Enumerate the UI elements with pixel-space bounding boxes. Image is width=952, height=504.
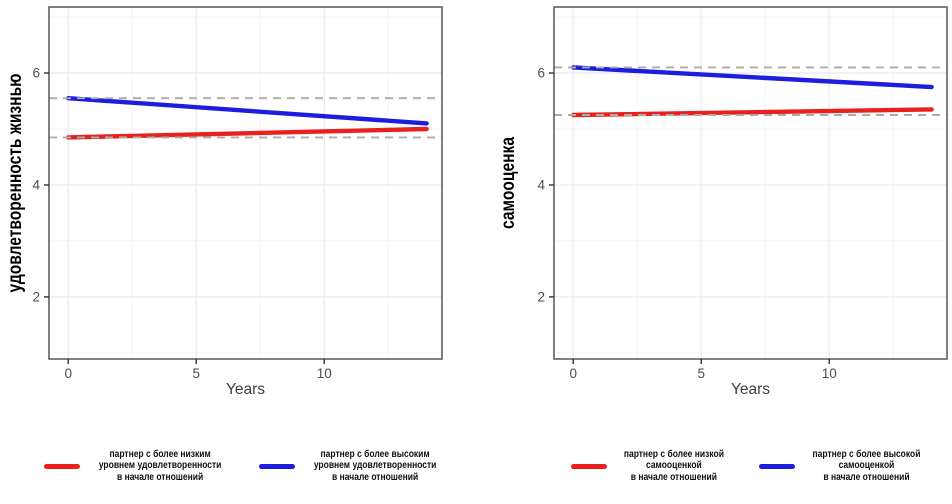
- svg-text:4: 4: [32, 178, 40, 193]
- y-axis-title: удовлетворенность жизнью: [5, 73, 26, 293]
- svg-text:10: 10: [317, 366, 332, 381]
- legend-label: партнер с более низкой самооценкой в начал…: [623, 448, 725, 483]
- legend-item: партнер с более высоким уровнем удовлетво…: [258, 448, 447, 484]
- chart-self-esteem: 0 5 10 2 4 6 самооценка Years партнер с более…: [476, 0, 952, 504]
- svg-text:4: 4: [537, 178, 545, 193]
- x-axis-title: Years: [730, 381, 771, 398]
- legend-swatch: [758, 463, 795, 469]
- legend: партнер с более низкой самооценкой в начал…: [554, 441, 947, 491]
- legend-item: партнер с более низким уровнем удовлетвор…: [44, 449, 232, 484]
- svg-text:5: 5: [192, 366, 200, 381]
- legend-swatch: [44, 463, 81, 469]
- svg-text:2: 2: [32, 290, 40, 305]
- plot-area-life-satisfaction: 0 5 10 2 4 6: [32, 6, 443, 381]
- legend-label: партнер с более высокой самооценкой в нача…: [812, 448, 921, 483]
- svg-text:0: 0: [64, 366, 72, 381]
- plot-area-self-esteem: 0 5 10 2 4 6: [537, 6, 948, 381]
- svg-text:2: 2: [537, 290, 545, 305]
- x-axis-title: Years: [225, 381, 266, 398]
- y-axis-title: самооценка: [498, 137, 519, 229]
- svg-text:6: 6: [537, 66, 545, 81]
- svg-text:0: 0: [569, 366, 577, 381]
- legend-item: партнер с более высокой самооценкой в нача…: [758, 448, 930, 484]
- legend-label: партнер с более низким уровнем удовлетвор…: [99, 448, 222, 483]
- svg-text:5: 5: [697, 366, 705, 381]
- svg-text:6: 6: [32, 66, 40, 81]
- legend-swatch: [258, 463, 295, 469]
- legend-swatch: [571, 463, 608, 469]
- svg-text:10: 10: [822, 366, 837, 381]
- legend-item: партнер с более низкой самооценкой в начал…: [571, 449, 733, 484]
- chart-life-satisfaction: 0 5 10 2 4 6 удовлетворенность жизнью Years п…: [5, 6, 443, 491]
- legend-label: партнер с более высоким уровнем удовлетво…: [313, 448, 436, 483]
- legend: партнер с более низким уровнем удовлетвор…: [44, 441, 442, 491]
